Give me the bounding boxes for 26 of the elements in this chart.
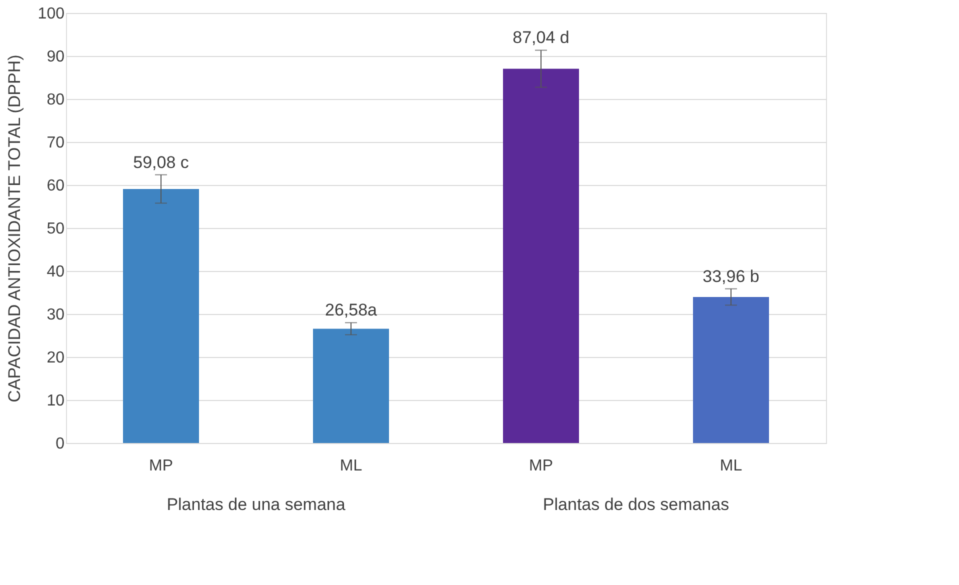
data-label: 87,04 d — [512, 28, 570, 48]
y-tick-label: 80 — [46, 92, 65, 108]
y-axis-title: CAPACIDAD ANTIOXIDANTE TOTAL (DPPH) — [4, 54, 24, 402]
y-tick-label: 60 — [46, 178, 65, 194]
y-tick-label: 70 — [46, 134, 65, 152]
y-tick-label: 100 — [38, 6, 65, 22]
y-tick-label: 50 — [46, 220, 65, 238]
y-tick-label: 10 — [46, 392, 65, 410]
data-label: 33,96 b — [702, 266, 760, 286]
y-tick-label: 40 — [46, 264, 65, 280]
text: Plantas de dos semanas — [542, 495, 730, 514]
data-label: 26,58a — [325, 300, 378, 320]
bar — [313, 328, 389, 443]
bar — [503, 68, 579, 443]
y-tick-label: 20 — [46, 350, 65, 366]
y-tick-label: 30 — [46, 306, 65, 324]
bar — [693, 296, 769, 443]
y-tick-label: 90 — [46, 48, 65, 66]
x-tick-label: ML — [720, 458, 742, 474]
x-tick-label: MP — [149, 458, 173, 474]
data-label: 59,08 c — [133, 152, 190, 172]
x-tick-label: ML — [340, 458, 362, 474]
text: Plantas de una semana — [166, 495, 346, 514]
y-tick-label: 0 — [56, 436, 65, 452]
x-tick-label: MP — [529, 458, 553, 474]
bar — [123, 188, 199, 443]
